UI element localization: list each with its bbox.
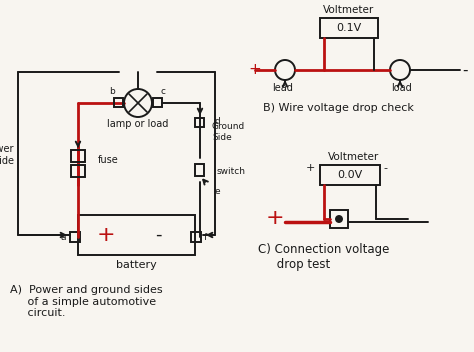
Circle shape [336, 216, 342, 222]
Text: +: + [306, 163, 315, 173]
Text: Voltmeter: Voltmeter [328, 152, 380, 162]
Text: battery: battery [116, 260, 156, 270]
Bar [320, 18, 378, 38]
Text: c: c [161, 87, 165, 95]
Text: fuse: fuse [98, 155, 119, 165]
Text: -: - [383, 163, 387, 173]
Text: switch: switch [217, 168, 246, 176]
Text: C) Connection voltage
     drop test: C) Connection voltage drop test [258, 243, 389, 271]
Text: B) Wire voltage drop check: B) Wire voltage drop check [263, 103, 414, 113]
Text: Ground
Side: Ground Side [212, 122, 245, 142]
Bar [191, 232, 201, 242]
Text: A)  Power and ground sides
     of a simple automotive
     circuit.: A) Power and ground sides of a simple au… [10, 285, 163, 318]
Bar [153, 98, 162, 107]
Text: Power
side: Power side [0, 144, 14, 166]
Bar [195, 164, 204, 176]
Text: lead: lead [273, 83, 293, 93]
Text: Voltmeter: Voltmeter [323, 5, 374, 15]
Text: -: - [155, 226, 161, 244]
Bar [78, 215, 195, 255]
Text: load: load [392, 83, 412, 93]
Bar [330, 210, 348, 228]
Text: -: - [462, 63, 467, 77]
Text: 0.1V: 0.1V [337, 23, 362, 33]
Text: +: + [249, 63, 261, 77]
Text: d: d [215, 118, 221, 126]
Bar [71, 150, 85, 162]
Text: 0.0V: 0.0V [337, 170, 363, 180]
Text: a: a [61, 233, 66, 241]
Bar [320, 165, 380, 185]
Text: +: + [97, 225, 115, 245]
Text: f: f [203, 233, 207, 241]
Bar [114, 98, 123, 107]
Bar [71, 165, 85, 177]
Bar [70, 232, 80, 242]
Text: lamp or load: lamp or load [107, 119, 169, 129]
Text: b: b [109, 87, 115, 95]
Text: e: e [215, 188, 220, 196]
Text: +: + [266, 208, 284, 228]
Bar [195, 118, 204, 127]
